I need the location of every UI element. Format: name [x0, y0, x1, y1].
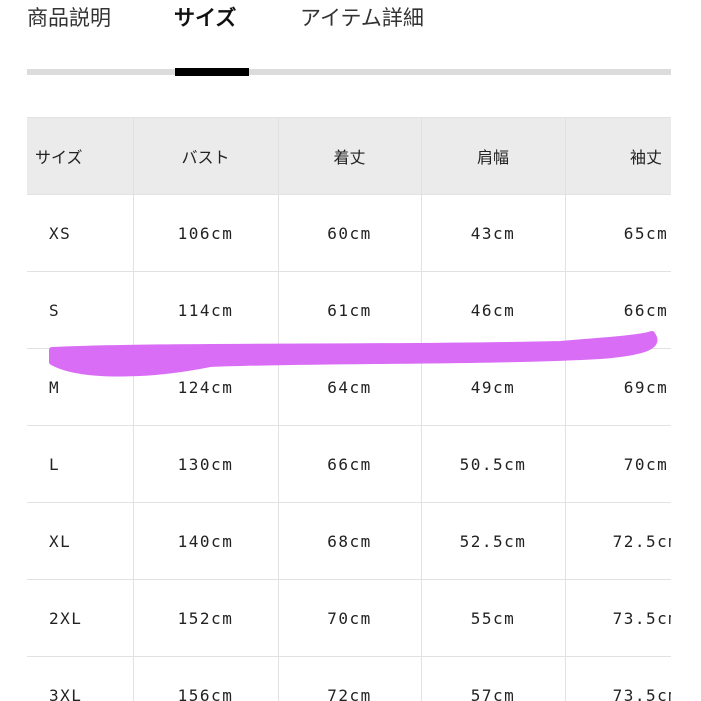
measurement-cell: 55cm	[420, 579, 566, 657]
measurement-cell: 52.5cm	[420, 502, 566, 580]
size-table-container[interactable]: サイズ バスト 着丈 肩幅 袖丈 XS 106cm 60cm 43cm 65cm S 114cm 61…	[27, 117, 671, 701]
table-row: XS 106cm 60cm 43cm 65cm	[27, 194, 671, 272]
table-row: S 114cm 61cm 46cm 66cm	[27, 271, 671, 349]
measurement-cell: 130cm	[132, 425, 279, 503]
measurement-cell: 69cm	[564, 348, 671, 426]
tab-track	[27, 69, 671, 75]
measurement-cell: 114cm	[132, 271, 279, 349]
measurement-cell: 70cm	[277, 579, 422, 657]
measurement-cell: 156cm	[132, 656, 279, 701]
measurement-cell: 60cm	[277, 194, 422, 272]
table-row: L 130cm 66cm 50.5cm 70cm	[27, 425, 671, 503]
column-header: サイズ	[27, 117, 134, 195]
measurement-cell: 66cm	[277, 425, 422, 503]
table-header-row: サイズ バスト 着丈 肩幅 袖丈	[27, 117, 671, 195]
table-row: M 124cm 64cm 49cm 69cm	[27, 348, 671, 426]
measurement-cell: 68cm	[277, 502, 422, 580]
measurement-cell: 73.5cm	[564, 579, 671, 657]
column-header: 袖丈	[564, 117, 671, 195]
measurement-cell: 140cm	[132, 502, 279, 580]
tab-item-details[interactable]: アイテム詳細	[300, 6, 424, 30]
measurement-cell: 152cm	[132, 579, 279, 657]
size-label-cell: 3XL	[27, 656, 134, 701]
size-table: サイズ バスト 着丈 肩幅 袖丈 XS 106cm 60cm 43cm 65cm S 114cm 61…	[27, 117, 671, 701]
measurement-cell: 124cm	[132, 348, 279, 426]
size-label-cell: XS	[27, 194, 134, 272]
size-label-cell: XL	[27, 502, 134, 580]
column-header: 肩幅	[420, 117, 566, 195]
size-label-cell: M	[27, 348, 134, 426]
column-header: バスト	[132, 117, 279, 195]
measurement-cell: 106cm	[132, 194, 279, 272]
measurement-cell: 57cm	[420, 656, 566, 701]
measurement-cell: 72cm	[277, 656, 422, 701]
tab-product-description[interactable]: 商品説明	[27, 6, 111, 30]
column-header: 着丈	[277, 117, 422, 195]
tab-size[interactable]: サイズ	[174, 6, 237, 30]
active-tab-indicator	[175, 68, 249, 76]
size-label-cell: L	[27, 425, 134, 503]
measurement-cell: 46cm	[420, 271, 566, 349]
measurement-cell: 65cm	[564, 194, 671, 272]
measurement-cell: 49cm	[420, 348, 566, 426]
size-label-cell: 2XL	[27, 579, 134, 657]
measurement-cell: 50.5cm	[420, 425, 566, 503]
measurement-cell: 72.5cm	[564, 502, 671, 580]
measurement-cell: 64cm	[277, 348, 422, 426]
measurement-cell: 61cm	[277, 271, 422, 349]
measurement-cell: 73.5cm	[564, 656, 671, 701]
size-label-cell: S	[27, 271, 134, 349]
measurement-cell: 66cm	[564, 271, 671, 349]
measurement-cell: 43cm	[420, 194, 566, 272]
measurement-cell: 70cm	[564, 425, 671, 503]
